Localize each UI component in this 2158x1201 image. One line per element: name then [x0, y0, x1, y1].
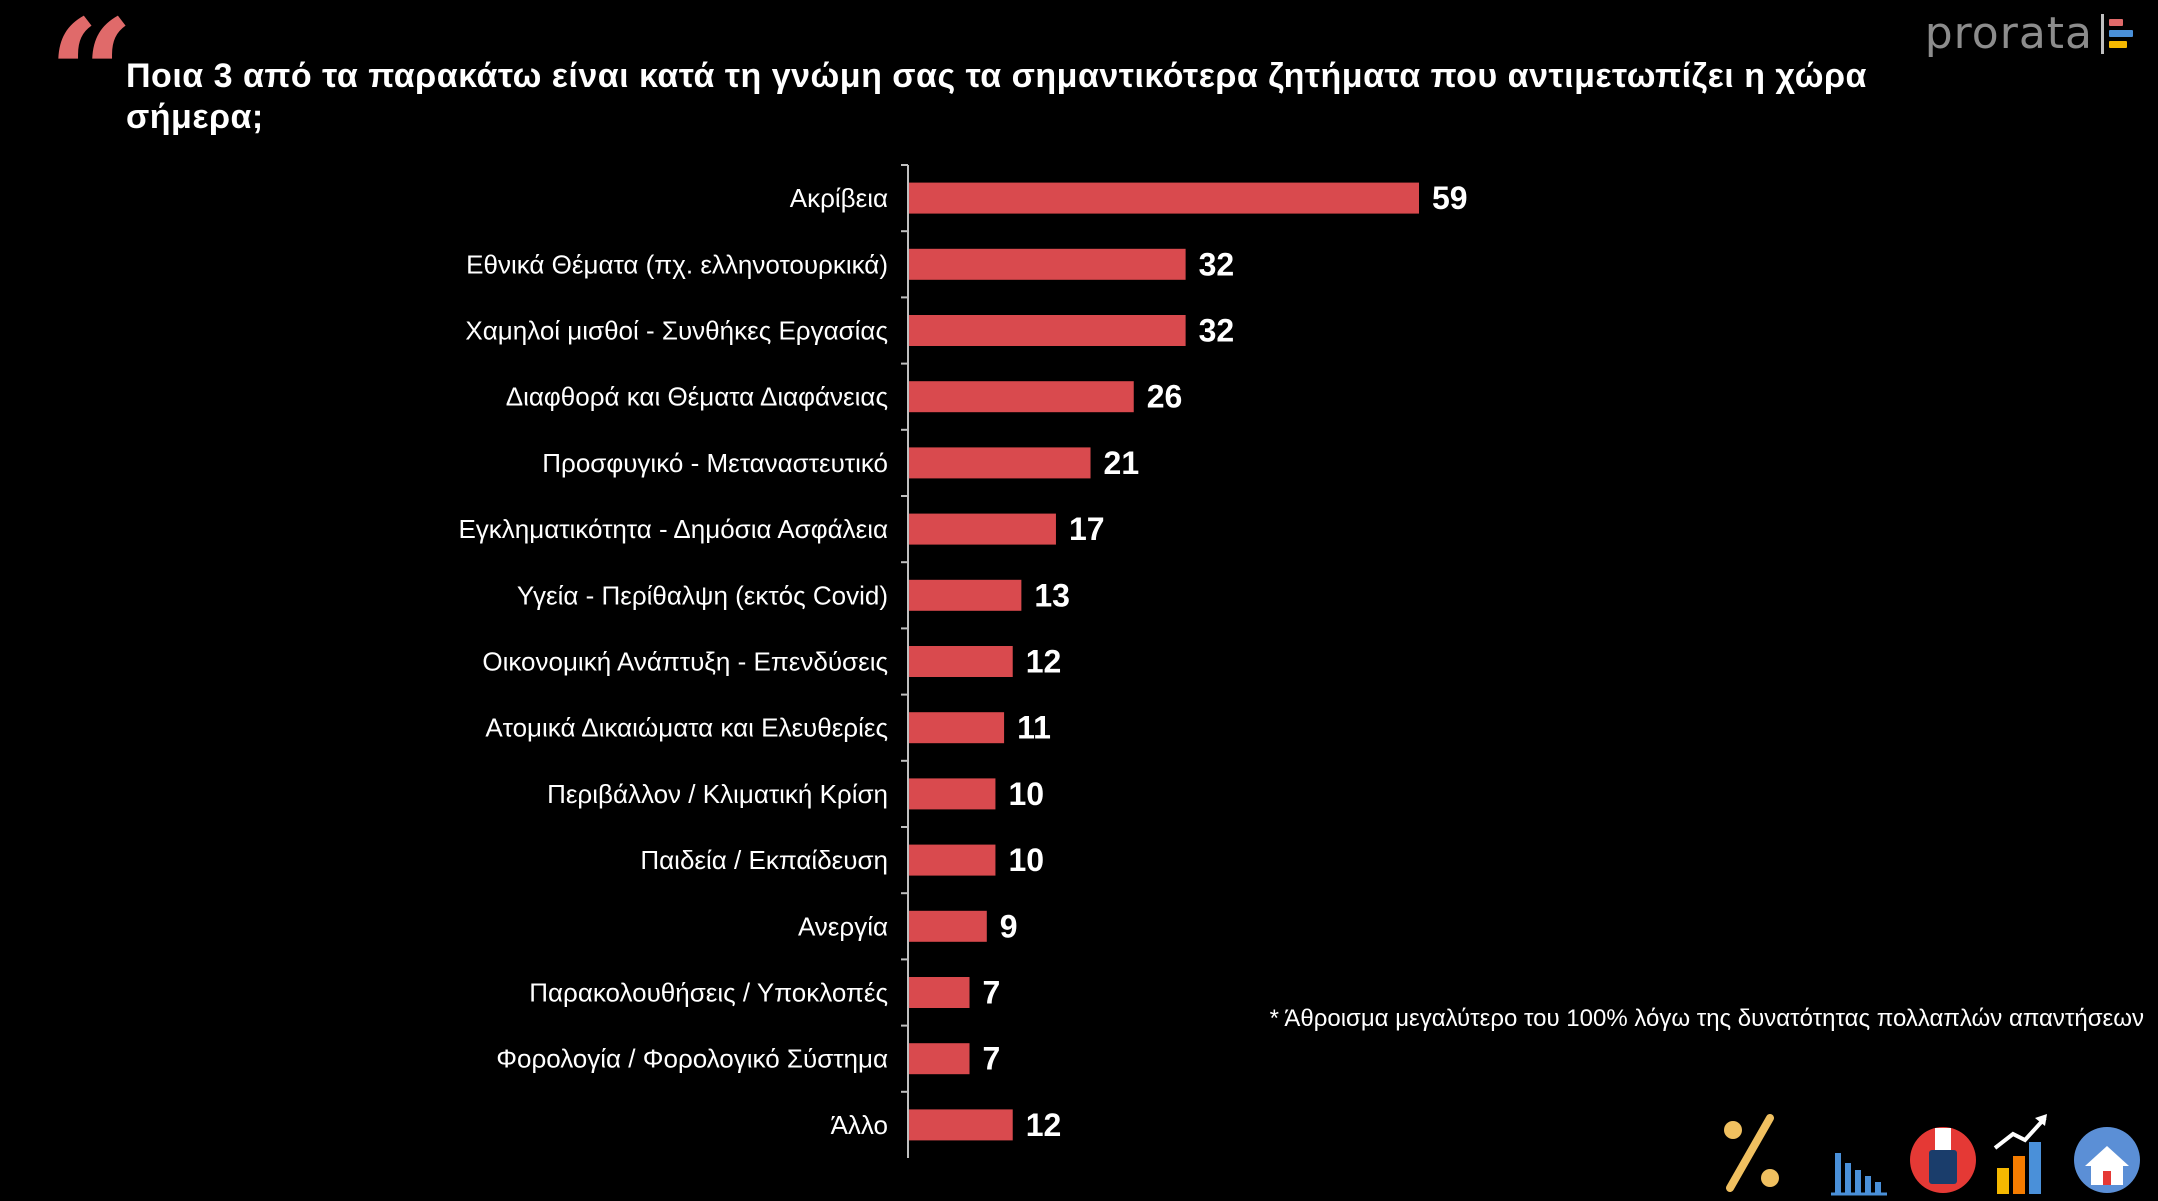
value-label: 59	[1432, 180, 1468, 216]
logo-bar-3	[2109, 41, 2127, 48]
chart-title: Ποια 3 από τα παρακάτω είναι κατά τη γνώ…	[126, 57, 1867, 136]
category-label: Ακρίβεια	[790, 183, 888, 213]
bar	[909, 315, 1186, 346]
bar	[909, 1043, 970, 1075]
bar-chart-icon	[1831, 1153, 1887, 1196]
value-label: 11	[1017, 710, 1051, 746]
logo-bar-2	[2109, 30, 2133, 37]
bar	[909, 646, 1013, 677]
category-label: Ατομικά Δικαιώματα και Ελευθερίες	[485, 713, 888, 743]
ballot-box-icon	[1910, 1127, 1976, 1193]
footnote: * Άθροισμα μεγαλύτερο του 100% λόγω της …	[1269, 1005, 2144, 1032]
category-label: Προσφυγικό - Μεταναστευτικό	[542, 448, 888, 478]
bar	[909, 844, 996, 876]
bar	[909, 778, 996, 810]
bar	[909, 248, 1186, 280]
bar	[909, 579, 1022, 611]
logo-bar-1	[2109, 19, 2123, 26]
prorata-logo: prorata	[1925, 8, 2138, 60]
value-label: 13	[1034, 577, 1070, 613]
category-label: Διαφθορά και Θέματα Διαφάνειας	[506, 382, 888, 412]
footer-icons	[1724, 1114, 2140, 1196]
category-label: Φορολογία / Φορολογικό Σύστημα	[496, 1044, 888, 1074]
category-label: Εθνικά Θέματα (πχ. ελληνοτουρκικά)	[466, 249, 888, 279]
bar	[909, 447, 1091, 479]
value-label: 12	[1026, 644, 1062, 680]
value-label: 12	[1026, 1107, 1062, 1143]
bar	[909, 977, 970, 1008]
value-label: 7	[983, 1041, 1001, 1077]
category-label: Παρακολουθήσεις / Υποκλοπές	[529, 978, 888, 1008]
category-label: Υγεία - Περίθαλψη (εκτός Covid)	[517, 580, 888, 610]
value-label: 17	[1069, 511, 1105, 547]
category-label: Ανεργία	[798, 911, 888, 941]
house-icon	[2074, 1127, 2140, 1193]
bar	[909, 910, 987, 942]
value-label: 9	[1000, 908, 1018, 944]
bar	[909, 381, 1134, 413]
category-label: Εγκληματικότητα - Δημόσια Ασφάλεια	[458, 514, 888, 544]
value-label: 10	[1008, 776, 1044, 812]
value-label: 7	[983, 975, 1001, 1011]
value-label: 21	[1104, 445, 1140, 481]
value-label: 32	[1199, 313, 1235, 349]
quote-mark-icon: “	[48, 0, 135, 163]
category-label: Άλλο	[831, 1110, 888, 1140]
bar	[909, 513, 1056, 545]
bar	[909, 182, 1419, 214]
growth-chart-icon	[1993, 1114, 2047, 1194]
logo-text: prorata	[1924, 8, 2093, 59]
category-label: Παιδεία / Εκπαίδευση	[640, 845, 888, 875]
bar	[909, 1109, 1013, 1141]
category-label: Χαμηλοί μισθοί - Συνθήκες Εργασίας	[465, 316, 888, 346]
category-label: Οικονομική Ανάπτυξη - Επενδύσεις	[482, 647, 888, 677]
percent-icon	[1724, 1114, 1779, 1192]
bar	[909, 712, 1005, 744]
category-label: Περιβάλλον / Κλιματική Κρίση	[547, 779, 888, 809]
logo-bars-icon	[2101, 14, 2138, 54]
value-label: 32	[1199, 246, 1235, 282]
value-label: 26	[1147, 379, 1183, 415]
value-label: 10	[1008, 842, 1044, 878]
